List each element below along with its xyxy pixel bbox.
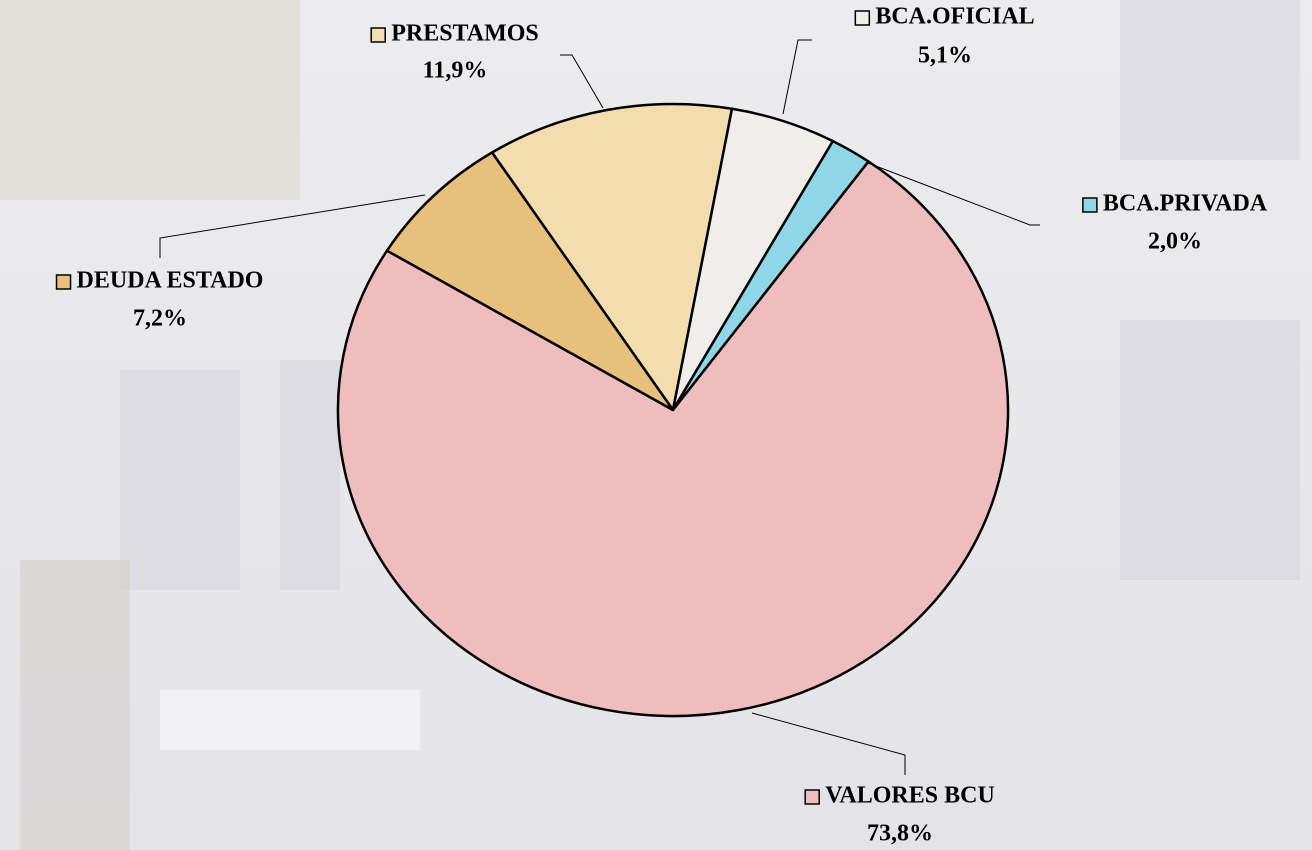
category-label: VALORES BCU xyxy=(825,783,995,809)
leader-line xyxy=(560,54,604,109)
leader-line xyxy=(867,162,1040,226)
leader-line xyxy=(782,39,812,115)
category-label: BCA.OFICIAL xyxy=(875,4,1034,30)
legend-swatch xyxy=(854,10,871,26)
legend-swatch xyxy=(55,274,72,290)
category-label: PRESTAMOS xyxy=(391,21,539,47)
labels: PRESTAMOS 11,9% BCA.OFICIAL 5,1% BCA.PRIVADA… xyxy=(55,4,1268,847)
leader-line xyxy=(751,712,906,775)
legend-swatch xyxy=(370,27,386,43)
pie xyxy=(336,102,1010,718)
pie-slice xyxy=(336,160,1010,718)
legend-swatch xyxy=(1082,197,1098,213)
pie-slice xyxy=(490,102,734,412)
category-label: DEUDA ESTADO xyxy=(77,268,264,294)
value-label: 5,1% xyxy=(918,43,972,69)
value-label: 2,0% xyxy=(1148,229,1202,255)
pie-slice xyxy=(385,151,675,412)
leader-line xyxy=(159,194,426,258)
legend-swatch xyxy=(804,789,820,805)
category-label: BCA.PRIVADA xyxy=(1103,191,1268,217)
value-label: 7,2% xyxy=(133,306,187,332)
value-label: 73,8% xyxy=(867,821,933,847)
value-label: 11,9% xyxy=(423,58,488,84)
